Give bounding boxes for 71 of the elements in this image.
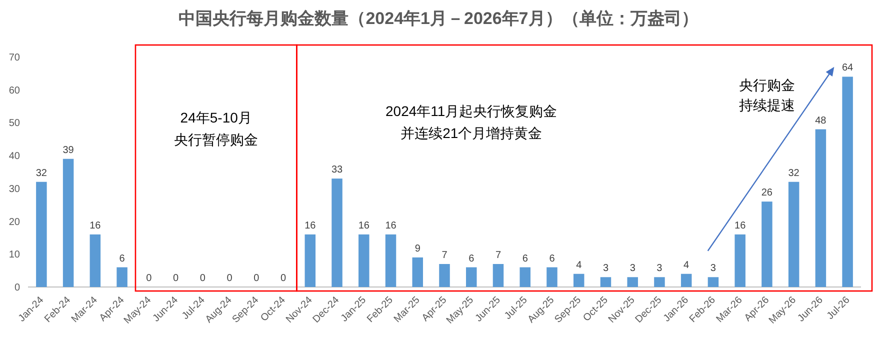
bar xyxy=(708,277,719,287)
data-label: 0 xyxy=(254,273,260,284)
bar xyxy=(546,267,558,287)
bar xyxy=(412,257,424,287)
data-label: 0 xyxy=(226,273,233,284)
data-label: 16 xyxy=(90,220,102,232)
annotation: 央行暂停购金 xyxy=(174,132,258,148)
data-label: 6 xyxy=(522,253,528,264)
data-label: 39 xyxy=(62,144,74,156)
data-label: 64 xyxy=(842,62,854,74)
data-label: 48 xyxy=(815,115,827,126)
annotation: 2024年11月起央行恢复购金 xyxy=(386,103,558,120)
bar xyxy=(842,76,853,287)
data-label: 0 xyxy=(280,273,286,284)
data-label: 4 xyxy=(576,260,582,271)
data-label: 16 xyxy=(358,220,370,232)
y-tick-label: 60 xyxy=(8,85,20,96)
data-label: 3 xyxy=(630,263,636,274)
data-label: 3 xyxy=(602,263,609,274)
data-label: 32 xyxy=(788,168,800,179)
data-label: 6 xyxy=(468,253,475,264)
annotation: 持续提速 xyxy=(738,96,795,113)
bar xyxy=(600,277,612,287)
bar xyxy=(788,182,800,287)
bar xyxy=(492,264,504,287)
bar xyxy=(62,158,74,287)
chart-title: 中国央行每月购金数量（2024年1月－2026年7月）（单位：万盎司） xyxy=(178,9,698,28)
y-tick-label: 70 xyxy=(8,52,20,64)
annotation: 24年5-10月 xyxy=(180,110,252,126)
data-label: 4 xyxy=(684,260,690,271)
data-label: 9 xyxy=(414,243,421,254)
data-label: 7 xyxy=(495,250,502,261)
data-label: 32 xyxy=(36,168,48,179)
data-label: 3 xyxy=(710,263,716,274)
bar xyxy=(358,234,370,287)
data-label: 3 xyxy=(656,263,663,274)
y-tick-label: 0 xyxy=(14,282,20,294)
bar xyxy=(304,234,316,287)
data-label: 6 xyxy=(119,253,126,264)
annotation: 央行购金 xyxy=(738,76,795,93)
data-label: 16 xyxy=(304,220,316,232)
y-tick-label: 20 xyxy=(8,216,20,228)
y-tick-label: 40 xyxy=(8,151,20,162)
bar xyxy=(466,267,477,287)
bar xyxy=(734,234,746,287)
bar xyxy=(680,274,692,287)
data-label: 7 xyxy=(442,250,448,261)
bar xyxy=(36,182,47,287)
bar xyxy=(116,267,128,287)
data-label: 0 xyxy=(146,273,152,284)
bar xyxy=(762,202,772,287)
y-tick-label: 30 xyxy=(8,184,20,195)
data-label: 0 xyxy=(200,273,206,284)
bar xyxy=(332,178,342,287)
y-tick-label: 10 xyxy=(8,250,20,261)
bar xyxy=(520,267,530,287)
bar xyxy=(439,264,450,287)
data-label: 16 xyxy=(385,220,397,232)
data-label: 0 xyxy=(173,273,180,284)
bar xyxy=(654,277,665,287)
data-label: 6 xyxy=(549,253,556,264)
bar xyxy=(385,234,396,287)
data-label: 26 xyxy=(761,188,773,199)
y-tick-label: 50 xyxy=(8,118,20,130)
bar xyxy=(90,234,101,287)
bar xyxy=(573,274,584,287)
annotation: 并连续21个月增持黄金 xyxy=(400,125,542,142)
bar xyxy=(815,129,826,287)
data-label: 16 xyxy=(734,220,746,232)
data-label: 33 xyxy=(331,164,344,176)
bar xyxy=(627,277,638,287)
